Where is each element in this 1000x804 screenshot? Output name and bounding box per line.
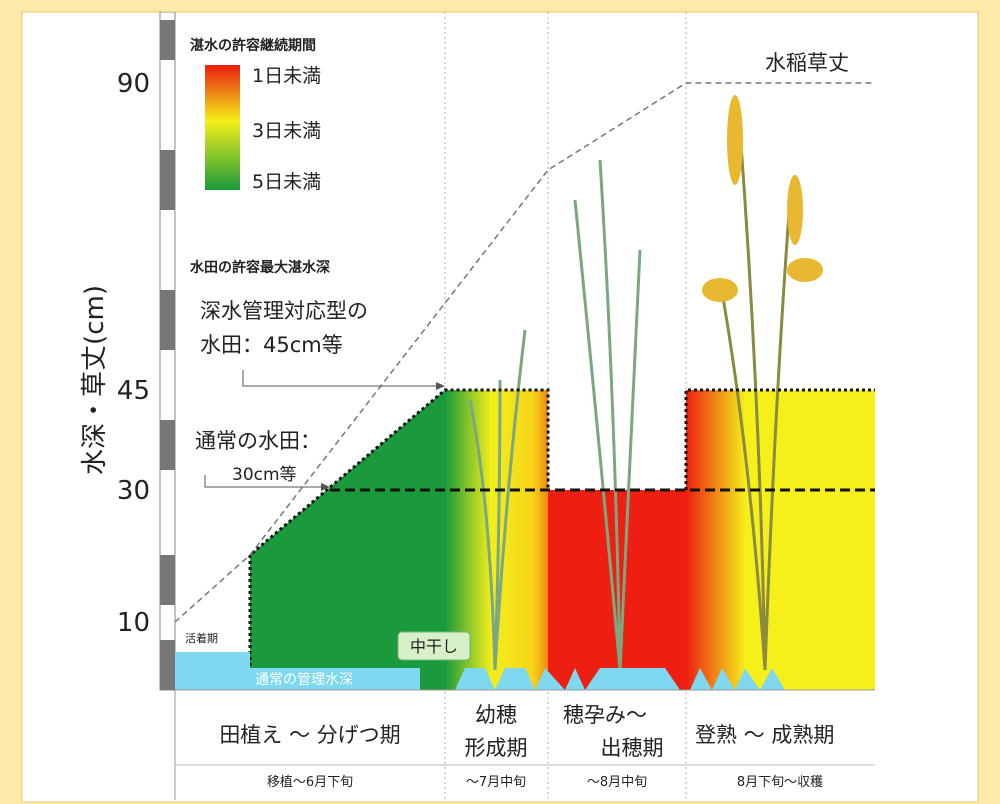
depth-title: 水田の許容最大湛水深: [190, 259, 330, 276]
y-axis-label: 水深・草丈(cm): [80, 285, 110, 475]
plant-height-label: 水稲草丈: [765, 51, 849, 75]
water-triangles: [455, 668, 785, 690]
y-tick-label: 45: [117, 376, 150, 406]
stage-name: 幼穂: [475, 703, 517, 727]
legend-item: 5日未満: [252, 171, 321, 193]
stage-period: ～8月中旬: [587, 775, 647, 790]
normal-note: 通常の水田：: [195, 429, 321, 453]
legend-item: 3日未満: [252, 120, 321, 142]
stage-name: 形成期: [465, 736, 528, 760]
stage-name: 出穂期: [601, 736, 664, 760]
stage-period: ～7月中旬: [466, 775, 526, 790]
axis-blocks: [160, 20, 175, 690]
normal-note: 30cm等: [232, 465, 297, 485]
drainage-box: [397, 631, 471, 661]
y-tick-label: 90: [117, 69, 150, 99]
plot: 中干し 活着期 通常の管理水深 湛水の許容継続期間 1日未満 3日未満 5日未満…: [159, 12, 875, 800]
green-zone: [250, 390, 445, 690]
normal-water: [175, 668, 420, 690]
arrow-head: [321, 483, 330, 491]
y-tick-label: 30: [117, 476, 150, 506]
stage-name: 穂孕み～: [563, 703, 647, 727]
arrow-head: [436, 382, 445, 390]
plants: [468, 129, 792, 671]
deep-note: 水田：45cm等: [200, 333, 343, 357]
grains: [702, 95, 823, 302]
drainage-label: 中干し: [410, 637, 458, 656]
stage-name: 登熟 ～ 成熟期: [695, 723, 834, 747]
max-depth-deep: [248, 388, 550, 690]
normal-depth-label: 通常の管理水深: [255, 672, 353, 688]
rooting-label: 活着期: [185, 631, 218, 645]
stage-period: 移植～6月下旬: [267, 775, 353, 790]
legend-title: 湛水の許容継続期間: [190, 37, 316, 54]
legend-item: 1日未満: [252, 65, 321, 87]
stage-name: 田植え ～ 分げつ期: [219, 723, 400, 747]
legend-gradient: [205, 65, 240, 190]
deep-arrow: [242, 370, 438, 387]
normal-arrow: [204, 475, 322, 488]
deep-note: 深水管理対応型の: [200, 299, 368, 323]
stage-period: 8月下旬～収穫: [737, 775, 823, 790]
y-tick-label: 10: [117, 608, 150, 638]
ripening-zone: [686, 390, 875, 690]
